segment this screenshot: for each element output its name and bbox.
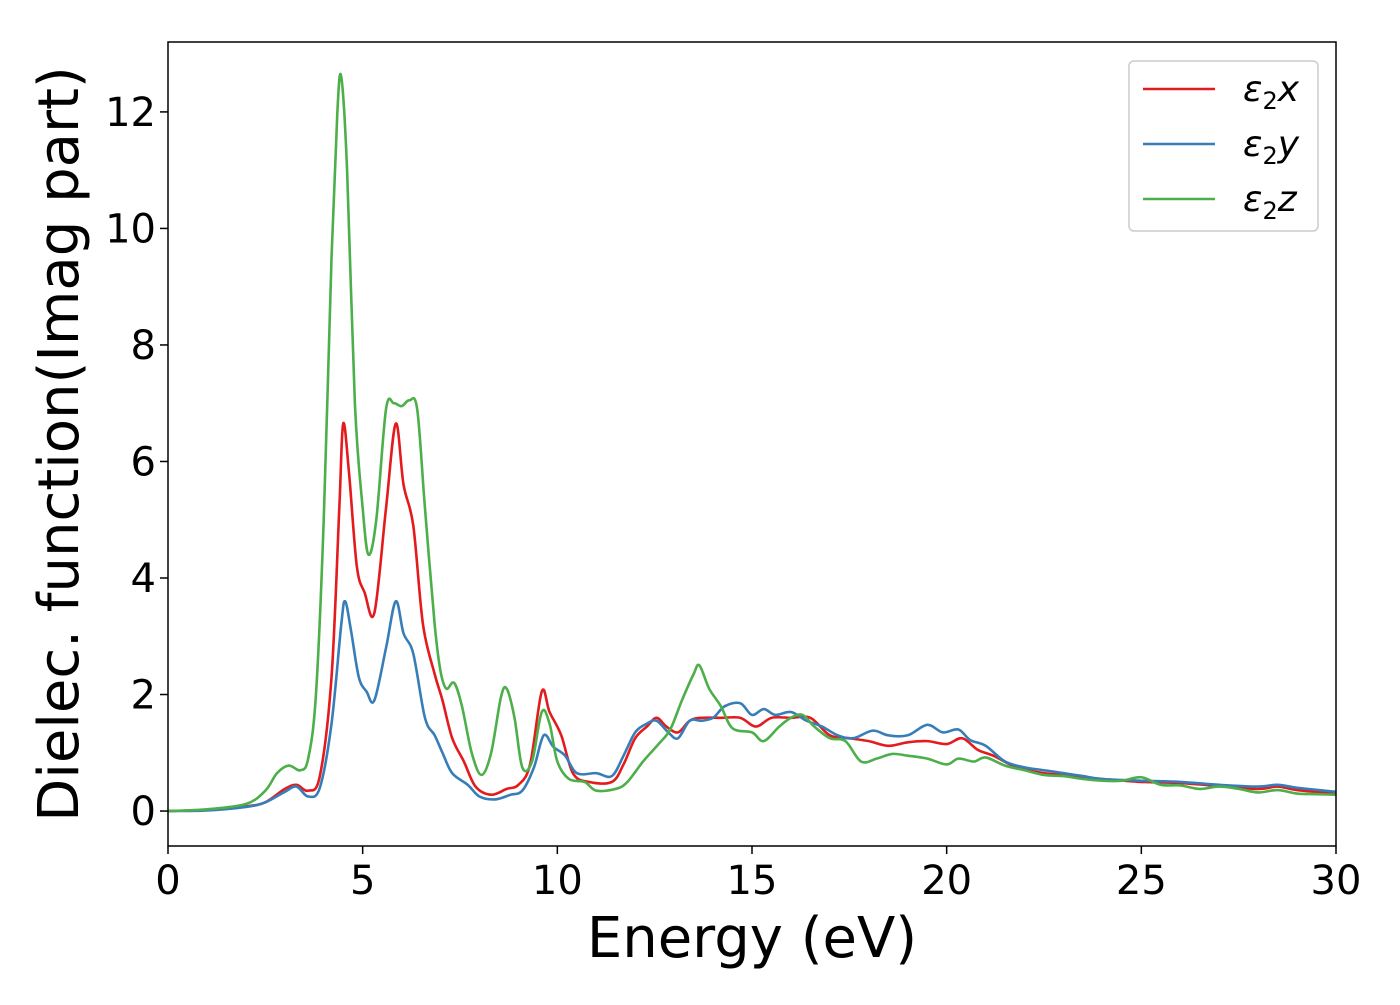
y-tick-label: 8 (131, 323, 156, 369)
series-line-x (168, 421, 1336, 813)
x-tick-label: 10 (532, 858, 583, 904)
series-layer (168, 72, 1336, 813)
series-line-y (168, 599, 1336, 813)
x-tick-label: 5 (350, 858, 375, 904)
legend-box (1128, 60, 1319, 232)
y-axis-title: Dielec. function(Imag part) (27, 66, 92, 822)
y-axis-ticks: 0 2 4 6 8 10 12 (105, 90, 168, 835)
series-line-z (168, 72, 1336, 813)
x-tick-label: 0 (155, 858, 180, 904)
y-tick-label: 2 (131, 673, 156, 719)
y-tick-label: 12 (105, 90, 156, 136)
y-tick-label: 6 (131, 439, 156, 485)
x-axis-title: Energy (eV) (587, 906, 917, 971)
x-tick-label: 25 (1116, 858, 1167, 904)
y-tick-label: 10 (105, 206, 156, 252)
x-axis-ticks: 0 5 10 15 20 25 30 (155, 846, 1361, 904)
y-tick-label: 4 (131, 556, 156, 602)
x-tick-label: 30 (1311, 858, 1362, 904)
legend: ε2x ε2y ε2z (1128, 60, 1319, 232)
legend-label-z: ε2z (1243, 179, 1298, 225)
legend-label-x: ε2x (1243, 69, 1300, 115)
x-tick-label: 15 (727, 858, 778, 904)
x-tick-label: 20 (921, 858, 972, 904)
legend-label-y: ε2y (1243, 124, 1300, 170)
y-tick-label: 0 (131, 789, 156, 835)
